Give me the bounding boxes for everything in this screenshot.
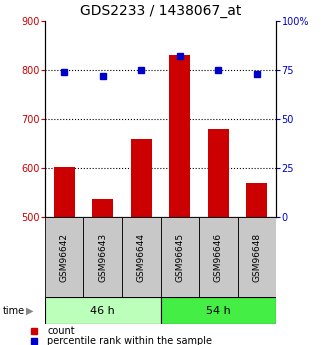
Bar (160, 297, 276, 324)
Text: percentile rank within the sample: percentile rank within the sample (47, 336, 212, 345)
Bar (83, 217, 122, 297)
Text: ▶: ▶ (26, 306, 33, 315)
Bar (199, 217, 238, 297)
Text: 46 h: 46 h (90, 306, 115, 315)
Title: GDS2233 / 1438067_at: GDS2233 / 1438067_at (80, 4, 241, 18)
Text: GSM96642: GSM96642 (60, 233, 69, 282)
Text: GSM96648: GSM96648 (252, 233, 261, 282)
Bar (131, 139, 152, 217)
Text: time: time (3, 306, 25, 315)
Text: GSM96643: GSM96643 (98, 233, 107, 282)
Bar (54, 167, 75, 217)
Bar (169, 55, 190, 217)
Text: GSM96644: GSM96644 (137, 233, 146, 282)
Bar (246, 183, 267, 217)
Text: count: count (47, 326, 75, 336)
Bar (45, 297, 160, 324)
Text: 54 h: 54 h (206, 306, 231, 315)
Bar (92, 199, 113, 217)
Text: GSM96646: GSM96646 (214, 233, 223, 282)
Bar (45, 217, 83, 297)
Bar (238, 217, 276, 297)
Bar (208, 129, 229, 217)
Bar (122, 217, 160, 297)
Text: GSM96645: GSM96645 (175, 233, 184, 282)
Bar (160, 217, 199, 297)
